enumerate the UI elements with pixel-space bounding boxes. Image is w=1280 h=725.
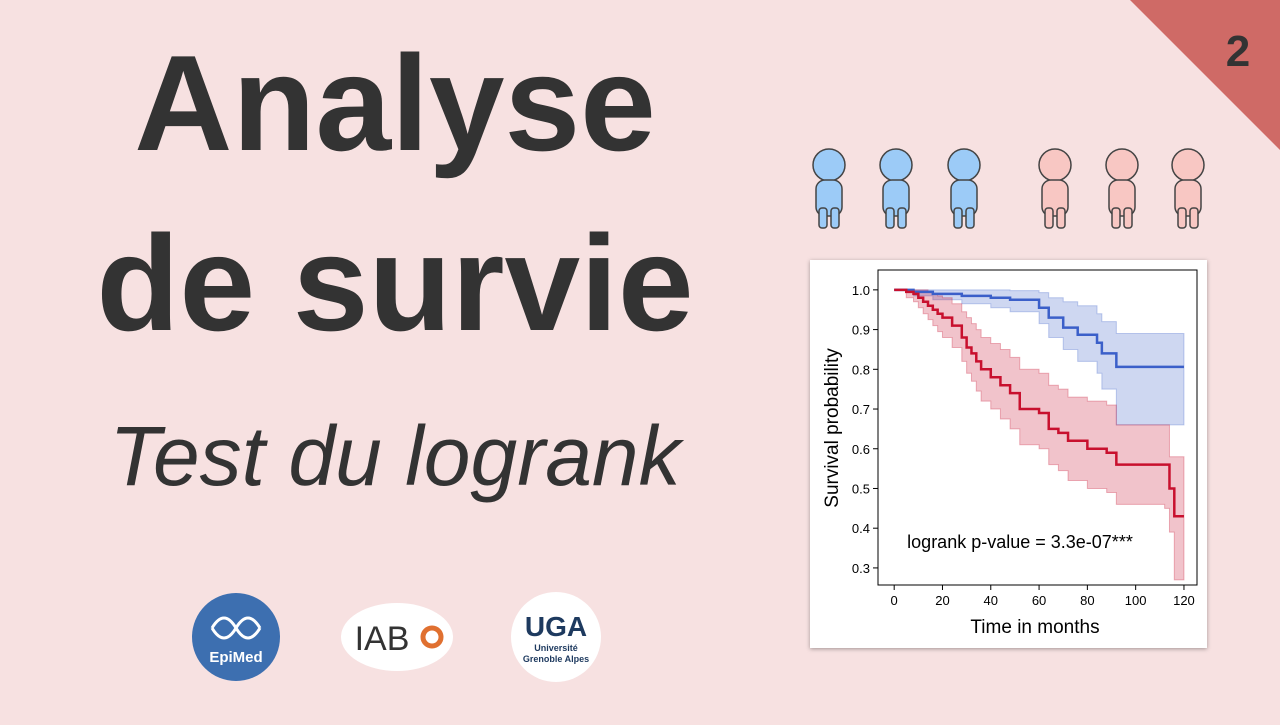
y-axis-label: Survival probability (822, 348, 843, 508)
corner-band (1130, 0, 1280, 150)
title: Analyse (134, 27, 656, 179)
x-tick-label: 40 (984, 593, 998, 608)
logo-icon (420, 625, 444, 649)
logo-epimed (192, 593, 280, 681)
y-tick-label: 0.4 (852, 521, 870, 536)
x-tick-label: 20 (935, 593, 949, 608)
y-tick-label: 0.5 (852, 481, 870, 496)
x-tick-label: 0 (891, 593, 898, 608)
plot-frame (877, 269, 1198, 586)
confidence-band (894, 289, 1185, 426)
chart-panel (810, 260, 1207, 648)
y-tick-label: 1.0 (852, 283, 870, 298)
logo-iab (341, 603, 453, 671)
survival-curve (894, 288, 1184, 518)
confidence-band (894, 289, 1185, 581)
x-axis-label: Time in months (970, 617, 1099, 638)
title: de survie (96, 207, 693, 359)
chart: 0 20 40 60 80 100 120 0.3 0.4 0.5 0.6 0.7 0.8 0.9 1.0 (852, 283, 1195, 608)
logo-text: UGA (525, 611, 587, 642)
logo-subtext: Grenoble Alpes (523, 654, 589, 664)
x-tick-label: 120 (1173, 593, 1195, 608)
logo-text: EpiMed (209, 649, 262, 666)
y-tick-label: 0.3 (852, 561, 870, 576)
x-tick-label: 60 (1032, 593, 1046, 608)
logo-uga (511, 592, 601, 682)
x-tick-label: 80 (1080, 593, 1094, 608)
logo-text: IAB (355, 620, 410, 658)
y-tick-label: 0.6 (852, 442, 870, 457)
x-tick-label: 100 (1125, 593, 1147, 608)
logo-subtext: Université (534, 643, 578, 653)
subtitle: Test du logrank (109, 409, 684, 503)
annotation: logrank p-value = 3.3e-07*** (907, 532, 1133, 552)
y-tick-label: 0.7 (852, 402, 870, 417)
survival-curve (894, 288, 1184, 369)
y-tick-label: 0.9 (852, 323, 870, 338)
y-tick-label: 0.8 (852, 362, 870, 377)
logo-icon (210, 616, 262, 640)
episode-number: 2 (1226, 27, 1250, 76)
